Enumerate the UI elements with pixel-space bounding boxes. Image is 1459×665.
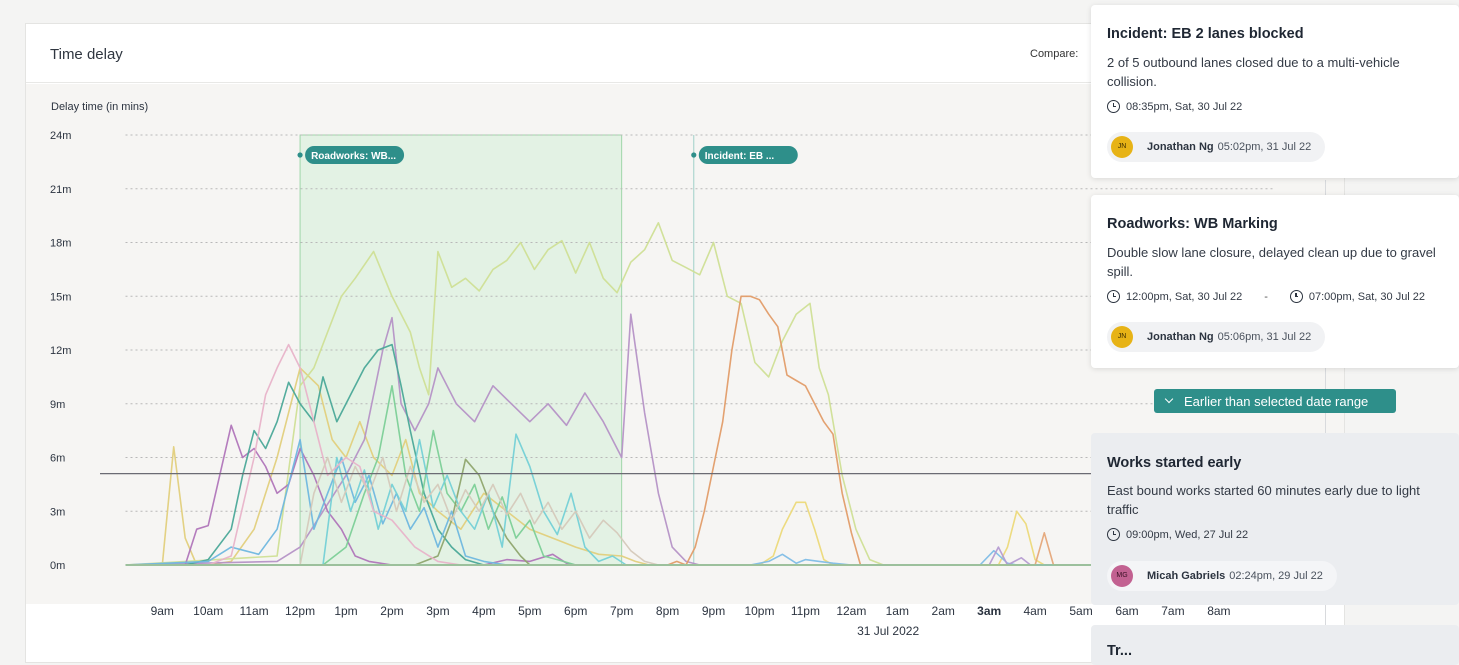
series-line bbox=[125, 456, 1274, 566]
incident-time: 08:35pm, Sat, 30 Jul 22 bbox=[1126, 100, 1243, 113]
author-time: 05:06pm, 31 Jul 22 bbox=[1217, 331, 1312, 343]
clock-icon bbox=[1107, 528, 1120, 541]
x-tick-label: 3pm bbox=[426, 604, 449, 618]
clock-icon bbox=[1107, 100, 1120, 113]
next-card[interactable]: Tr... bbox=[1091, 625, 1459, 665]
author-time: 02:24pm, 29 Jul 22 bbox=[1229, 570, 1323, 582]
author-time: 05:02pm, 31 Jul 22 bbox=[1217, 141, 1312, 153]
date-label: 31 Jul 2022 bbox=[857, 624, 919, 638]
series-line bbox=[125, 433, 1274, 566]
y-tick-label: 21m bbox=[50, 184, 71, 196]
compare-label[interactable]: Compare: bbox=[1030, 48, 1079, 60]
works-early-time-row: 09:00pm, Wed, 27 Jul 22 bbox=[1107, 528, 1248, 541]
annotation-dot bbox=[297, 152, 303, 158]
incident-card[interactable]: Incident: EB 2 lanes blocked 2 of 5 outb… bbox=[1091, 5, 1459, 178]
author-name: Jonathan Ng bbox=[1147, 331, 1214, 343]
y-tick-label: 12m bbox=[50, 345, 71, 357]
works-early-description: East bound works started 60 minutes earl… bbox=[1107, 483, 1420, 517]
x-tick-label: 9pm bbox=[702, 604, 725, 618]
x-tick-label: 5am bbox=[1069, 604, 1092, 618]
y-tick-label: 0m bbox=[50, 560, 65, 572]
x-tick-label: 12pm bbox=[285, 604, 315, 618]
y-tick-label: 3m bbox=[50, 506, 65, 518]
x-tick-label: 4am bbox=[1023, 604, 1046, 618]
author-pill: JN Jonathan Ng 05:06pm, 31 Jul 22 bbox=[1107, 322, 1326, 352]
x-tick-label: 8pm bbox=[656, 604, 679, 618]
works-early-title: Works started early bbox=[1107, 455, 1242, 471]
roadworks-description: Double slow lane closure, delayed clean … bbox=[1107, 245, 1436, 279]
series-line bbox=[125, 424, 1274, 566]
y-tick-label: 9m bbox=[50, 399, 65, 411]
annotation-chip bbox=[698, 146, 798, 164]
avatar: JN bbox=[1111, 326, 1133, 348]
chevron-down-icon bbox=[1164, 394, 1174, 404]
x-tick-label: 7pm bbox=[610, 604, 633, 618]
author-name: Jonathan Ng bbox=[1147, 141, 1214, 153]
next-card-title: Tr... bbox=[1107, 643, 1132, 659]
incident-time-row: 08:35pm, Sat, 30 Jul 22 bbox=[1107, 100, 1242, 113]
x-tick-label: 6pm bbox=[564, 604, 587, 618]
incident-description: 2 of 5 outbound lanes closed due to a mu… bbox=[1107, 55, 1400, 89]
roadworks-time-row: 12:00pm, Sat, 30 Jul 22 - 07:00pm, Sat, … bbox=[1107, 290, 1425, 303]
roadworks-card[interactable]: Roadworks: WB Marking Double slow lane c… bbox=[1091, 195, 1459, 368]
y-tick-label: 6m bbox=[50, 453, 65, 465]
y-axis-title: Delay time (in mins) bbox=[51, 101, 148, 113]
y-tick-label: 24m bbox=[50, 130, 71, 142]
x-tick-label: 10am bbox=[193, 604, 223, 618]
y-tick-label: 15m bbox=[50, 291, 71, 303]
x-tick-label: 2pm bbox=[380, 604, 403, 618]
author-name: Micah Gabriels bbox=[1147, 570, 1226, 582]
x-tick-label: 6am bbox=[1115, 604, 1138, 618]
x-tick-label: 8am bbox=[1207, 604, 1230, 618]
time-separator: - bbox=[1264, 290, 1268, 303]
author-pill: JN Jonathan Ng 05:02pm, 31 Jul 22 bbox=[1107, 132, 1326, 162]
list-divider bbox=[1325, 180, 1326, 650]
roadworks-start-time: 12:00pm, Sat, 30 Jul 22 bbox=[1126, 290, 1243, 303]
series-line bbox=[125, 438, 1274, 566]
x-tick-label: 11pm bbox=[791, 604, 820, 618]
x-tick-label: 3am bbox=[977, 604, 1001, 618]
x-tick-label: 4pm bbox=[472, 604, 495, 618]
earlier-button-label: Earlier than selected date range bbox=[1184, 393, 1369, 409]
author-pill: MG Micah Gabriels 02:24pm, 29 Jul 22 bbox=[1107, 561, 1337, 591]
panel-title: Time delay bbox=[50, 46, 123, 63]
series-line bbox=[125, 343, 1274, 566]
series-line bbox=[125, 458, 1274, 566]
x-tick-label: 10pm bbox=[744, 604, 774, 618]
x-tick-label: 1pm bbox=[334, 604, 357, 618]
roadworks-title: Roadworks: WB Marking bbox=[1107, 216, 1278, 232]
incident-title: Incident: EB 2 lanes blocked bbox=[1107, 26, 1304, 42]
annotation-chip bbox=[305, 146, 405, 164]
annotation-chip-label: Roadworks: WB... bbox=[311, 151, 396, 162]
x-tick-label: 5pm bbox=[518, 604, 541, 618]
x-tick-label: 9am bbox=[151, 604, 174, 618]
works-early-card[interactable]: Works started early East bound works sta… bbox=[1091, 433, 1459, 605]
avatar: JN bbox=[1111, 136, 1133, 158]
x-tick-label: 7am bbox=[1161, 604, 1184, 618]
annotation-dot bbox=[691, 152, 697, 158]
series-line bbox=[125, 222, 1274, 566]
x-tick-label: 12am bbox=[836, 604, 866, 618]
clock-icon bbox=[1107, 290, 1120, 303]
y-tick-label: 18m bbox=[50, 238, 71, 250]
avatar: MG bbox=[1111, 565, 1133, 587]
works-early-time: 09:00pm, Wed, 27 Jul 22 bbox=[1126, 528, 1249, 541]
series-line bbox=[125, 295, 1275, 566]
clock-icon bbox=[1289, 290, 1303, 303]
x-tick-label: 11am bbox=[240, 604, 269, 618]
roadworks-end-time: 07:00pm, Sat, 30 Jul 22 bbox=[1308, 290, 1426, 303]
x-tick-label: 2am bbox=[932, 604, 955, 618]
series-line bbox=[125, 313, 1274, 566]
delay-chart[interactable]: Delay time (in mins) 0m 3m 6m 9m 12m 15m 18m 21m… bbox=[26, 84, 1346, 664]
x-tick-label: 1am bbox=[886, 604, 909, 618]
earlier-than-range-button[interactable]: Earlier than selected date range bbox=[1154, 389, 1396, 413]
annotation-chip-label: Incident: EB ... bbox=[705, 151, 775, 162]
